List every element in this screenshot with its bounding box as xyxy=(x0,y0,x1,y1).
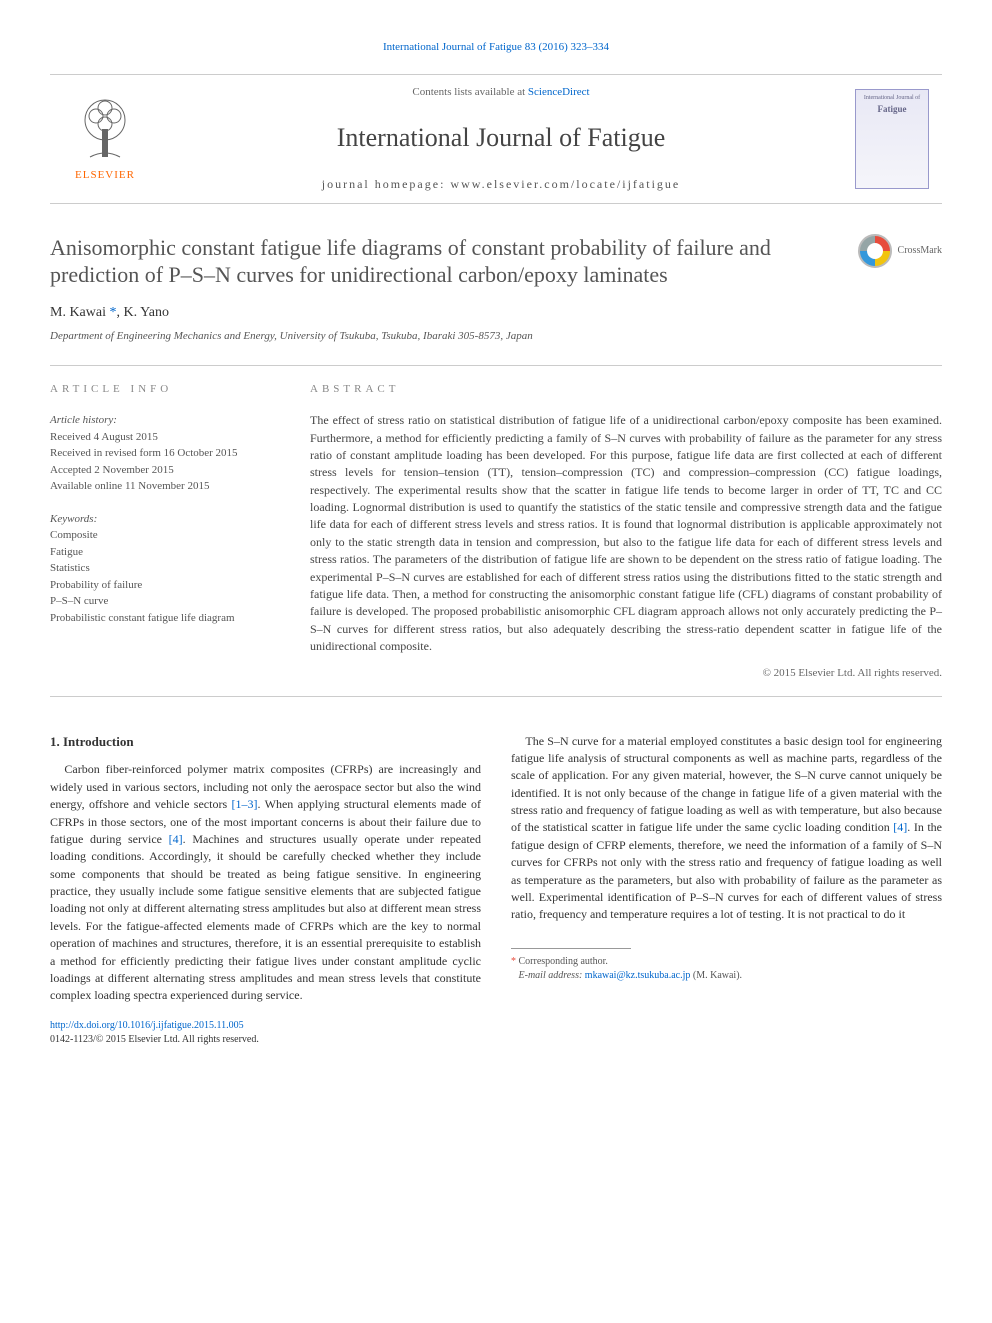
journal-header-band: ELSEVIER Contents lists available at Sci… xyxy=(50,74,942,204)
journal-center: Contents lists available at ScienceDirec… xyxy=(160,75,842,203)
keywords-block: Keywords: Composite Fatigue Statistics P… xyxy=(50,511,270,627)
keyword: Probabilistic constant fatigue life diag… xyxy=(50,610,270,627)
keyword: Statistics xyxy=(50,560,270,577)
citation-link[interactable]: International Journal of Fatigue 83 (201… xyxy=(383,41,609,53)
article-title: Anisomorphic constant fatigue life diagr… xyxy=(50,234,838,289)
contents-line: Contents lists available at ScienceDirec… xyxy=(412,85,589,101)
ref-link-1-3[interactable]: [1–3] xyxy=(231,797,257,811)
article-history: Article history: Received 4 August 2015 … xyxy=(50,412,270,495)
abstract-col: ABSTRACT The effect of stress ratio on s… xyxy=(310,382,942,681)
p2b: . In the fatigue design of CFRP elements… xyxy=(511,820,942,921)
corr-footnote: * Corresponding author. E-mail address: … xyxy=(511,955,942,984)
author-1: M. Kawai xyxy=(50,305,110,320)
abstract-label: ABSTRACT xyxy=(310,382,942,398)
ref-link-4a[interactable]: [4] xyxy=(169,832,183,846)
abstract-copyright: © 2015 Elsevier Ltd. All rights reserved… xyxy=(310,666,942,682)
keyword: Composite xyxy=(50,527,270,544)
journal-name: International Journal of Fatigue xyxy=(337,119,666,157)
publisher-logo-cell: ELSEVIER xyxy=(50,75,160,203)
doi-block: http://dx.doi.org/10.1016/j.ijfatigue.20… xyxy=(50,1019,942,1048)
hist-accepted: Accepted 2 November 2015 xyxy=(50,462,270,479)
doi-link[interactable]: http://dx.doi.org/10.1016/j.ijfatigue.20… xyxy=(50,1020,244,1031)
hist-received: Received 4 August 2015 xyxy=(50,429,270,446)
keyword: P–S–N curve xyxy=(50,593,270,610)
corr-label: Corresponding author. xyxy=(519,956,608,967)
info-label: ARTICLE INFO xyxy=(50,382,270,398)
homepage-url[interactable]: www.elsevier.com/locate/ijfatigue xyxy=(450,177,680,191)
crossmark-label: CrossMark xyxy=(898,244,942,259)
contents-prefix: Contents lists available at xyxy=(412,86,527,98)
p2a: The S–N curve for a material employed co… xyxy=(511,734,942,835)
hist-revised: Received in revised form 16 October 2015 xyxy=(50,445,270,462)
keywords-label: Keywords: xyxy=(50,511,270,528)
intro-columns: 1. Introduction Carbon fiber-reinforced … xyxy=(50,733,942,1005)
journal-homepage: journal homepage: www.elsevier.com/locat… xyxy=(322,176,680,193)
abstract-text: The effect of stress ratio on statistica… xyxy=(310,412,942,655)
email-suffix: (M. Kawai). xyxy=(690,970,742,981)
ref-link-4b[interactable]: [4] xyxy=(893,820,907,834)
issn-line: 0142-1123/© 2015 Elsevier Ltd. All right… xyxy=(50,1034,259,1045)
cover-main: Fatigue xyxy=(878,103,907,116)
publisher-name: ELSEVIER xyxy=(75,168,135,184)
homepage-prefix: journal homepage: xyxy=(322,177,451,191)
intro-para-2: The S–N curve for a material employed co… xyxy=(511,733,942,924)
keyword: Fatigue xyxy=(50,544,270,561)
divider-top xyxy=(50,365,942,366)
citation-header: International Journal of Fatigue 83 (201… xyxy=(50,40,942,56)
corr-marker[interactable]: * xyxy=(110,305,117,320)
keyword: Probability of failure xyxy=(50,577,270,594)
intro-para-1: Carbon fiber-reinforced polymer matrix c… xyxy=(50,761,481,1004)
section-heading-1: 1. Introduction xyxy=(50,733,481,752)
journal-cover-cell: International Journal of Fatigue xyxy=(842,75,942,203)
authors: M. Kawai *, K. Yano xyxy=(50,303,942,323)
journal-cover-thumb: International Journal of Fatigue xyxy=(855,89,929,189)
hist-online: Available online 11 November 2015 xyxy=(50,478,270,495)
email-label: E-mail address: xyxy=(519,970,585,981)
affiliation: Department of Engineering Mechanics and … xyxy=(50,329,942,345)
crossmark-icon xyxy=(858,234,892,268)
crossmark-badge[interactable]: CrossMark xyxy=(858,234,942,268)
elsevier-tree-icon xyxy=(70,94,140,164)
divider-bottom xyxy=(50,696,942,697)
history-label: Article history: xyxy=(50,412,270,429)
footnote-separator xyxy=(511,948,631,949)
author-2: , K. Yano xyxy=(117,305,170,320)
article-info-col: ARTICLE INFO Article history: Received 4… xyxy=(50,382,270,681)
sciencedirect-link[interactable]: ScienceDirect xyxy=(528,86,590,98)
cover-top: International Journal of xyxy=(864,94,920,103)
corr-email-link[interactable]: mkawai@kz.tsukuba.ac.jp xyxy=(585,970,691,981)
p1c: . Machines and structures usually operat… xyxy=(50,832,481,1003)
